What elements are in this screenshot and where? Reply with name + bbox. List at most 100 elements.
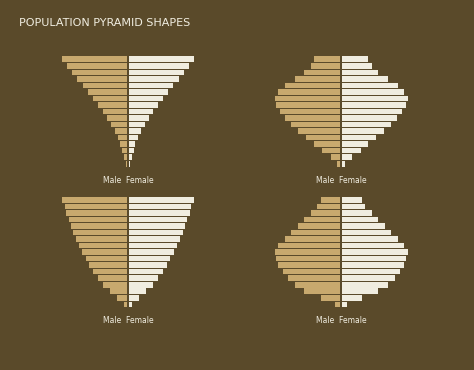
FancyBboxPatch shape [67,63,127,68]
FancyBboxPatch shape [129,89,168,95]
FancyBboxPatch shape [299,128,340,134]
FancyBboxPatch shape [288,275,340,281]
FancyBboxPatch shape [342,89,404,95]
FancyBboxPatch shape [285,236,340,242]
FancyBboxPatch shape [304,70,340,75]
FancyBboxPatch shape [278,262,340,268]
FancyBboxPatch shape [342,289,378,294]
FancyBboxPatch shape [342,210,372,216]
FancyBboxPatch shape [129,282,153,287]
FancyBboxPatch shape [275,249,340,255]
FancyBboxPatch shape [129,57,194,62]
FancyBboxPatch shape [129,302,132,307]
FancyBboxPatch shape [92,269,127,275]
Text: Male  Female: Male Female [103,176,153,185]
FancyBboxPatch shape [129,63,189,68]
FancyBboxPatch shape [93,96,127,101]
FancyBboxPatch shape [103,109,127,114]
FancyBboxPatch shape [321,197,340,203]
FancyBboxPatch shape [129,295,139,300]
FancyBboxPatch shape [342,141,368,147]
FancyBboxPatch shape [311,210,340,216]
FancyBboxPatch shape [330,154,340,160]
FancyBboxPatch shape [129,128,141,134]
FancyBboxPatch shape [129,135,138,140]
FancyBboxPatch shape [304,289,340,294]
FancyBboxPatch shape [278,243,340,248]
FancyBboxPatch shape [276,256,340,261]
FancyBboxPatch shape [342,223,385,229]
FancyBboxPatch shape [285,115,340,121]
FancyBboxPatch shape [88,89,127,95]
FancyBboxPatch shape [342,249,408,255]
FancyBboxPatch shape [314,57,340,62]
FancyBboxPatch shape [342,262,404,268]
FancyBboxPatch shape [110,289,127,294]
FancyBboxPatch shape [66,210,127,216]
FancyBboxPatch shape [129,275,158,281]
FancyBboxPatch shape [306,135,340,140]
Text: Male  Female: Male Female [103,316,153,325]
FancyBboxPatch shape [118,135,127,140]
FancyBboxPatch shape [77,76,127,82]
FancyBboxPatch shape [111,122,127,127]
FancyBboxPatch shape [342,161,346,166]
FancyBboxPatch shape [285,83,340,88]
FancyBboxPatch shape [129,269,164,275]
FancyBboxPatch shape [342,63,372,68]
FancyBboxPatch shape [89,262,127,268]
FancyBboxPatch shape [129,236,180,242]
FancyBboxPatch shape [280,109,340,114]
FancyBboxPatch shape [129,243,177,248]
FancyBboxPatch shape [98,275,127,281]
FancyBboxPatch shape [62,197,127,203]
FancyBboxPatch shape [129,217,187,222]
FancyBboxPatch shape [129,76,179,82]
FancyBboxPatch shape [98,102,127,108]
FancyBboxPatch shape [276,102,340,108]
Text: Male  Female: Male Female [316,316,366,325]
FancyBboxPatch shape [129,230,182,235]
FancyBboxPatch shape [129,154,132,160]
FancyBboxPatch shape [120,141,127,147]
FancyBboxPatch shape [108,115,127,121]
FancyBboxPatch shape [342,102,406,108]
FancyBboxPatch shape [342,109,402,114]
FancyBboxPatch shape [342,243,404,248]
FancyBboxPatch shape [82,83,127,88]
FancyBboxPatch shape [342,83,398,88]
FancyBboxPatch shape [129,148,134,154]
FancyBboxPatch shape [283,269,340,275]
FancyBboxPatch shape [129,204,191,209]
FancyBboxPatch shape [129,289,146,294]
FancyBboxPatch shape [275,96,340,101]
FancyBboxPatch shape [124,154,127,160]
FancyBboxPatch shape [129,70,184,75]
FancyBboxPatch shape [342,154,352,160]
FancyBboxPatch shape [342,70,378,75]
FancyBboxPatch shape [342,115,397,121]
FancyBboxPatch shape [129,210,190,216]
FancyBboxPatch shape [342,128,384,134]
FancyBboxPatch shape [342,148,361,154]
FancyBboxPatch shape [342,135,376,140]
FancyBboxPatch shape [291,230,340,235]
FancyBboxPatch shape [342,204,365,209]
FancyBboxPatch shape [342,256,406,261]
FancyBboxPatch shape [124,302,127,307]
FancyBboxPatch shape [129,249,173,255]
FancyBboxPatch shape [129,102,158,108]
FancyBboxPatch shape [82,249,127,255]
FancyBboxPatch shape [318,204,340,209]
FancyBboxPatch shape [62,57,127,62]
FancyBboxPatch shape [65,204,127,209]
FancyBboxPatch shape [342,269,400,275]
FancyBboxPatch shape [129,83,173,88]
FancyBboxPatch shape [129,122,145,127]
Text: Male  Female: Male Female [316,176,366,185]
FancyBboxPatch shape [342,295,362,300]
FancyBboxPatch shape [129,262,167,268]
FancyBboxPatch shape [335,302,340,307]
FancyBboxPatch shape [129,256,170,261]
Text: POPULATION PYRAMID SHAPES: POPULATION PYRAMID SHAPES [19,18,190,28]
